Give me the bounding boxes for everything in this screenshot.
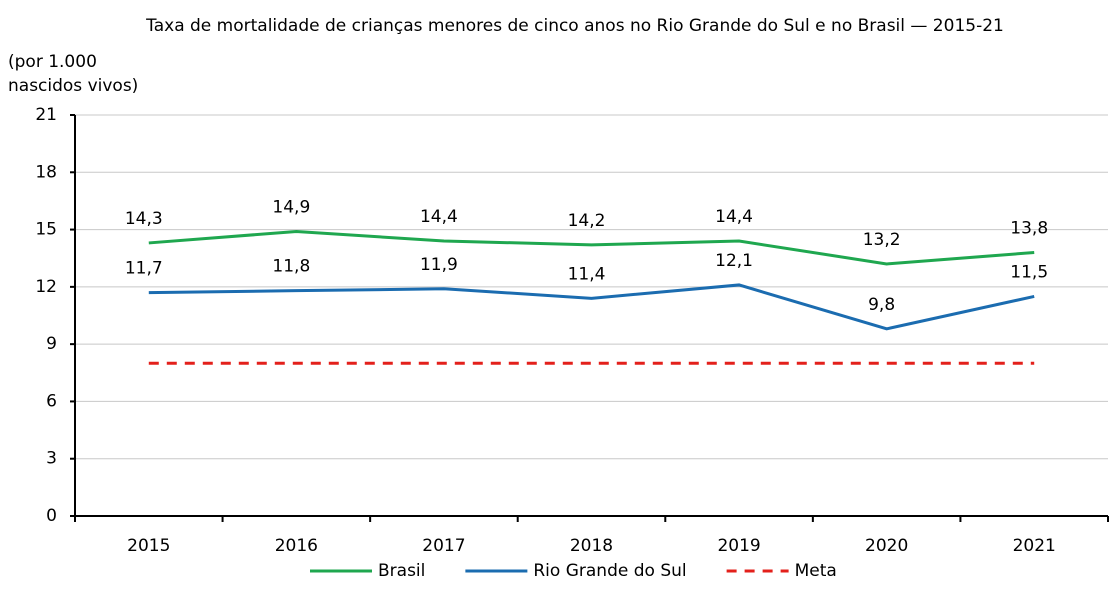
- y-tick-label: 6: [46, 391, 57, 411]
- data-label: 14,2: [568, 211, 606, 231]
- y-tick-label: 3: [46, 449, 57, 469]
- x-tick-label: 2017: [422, 536, 465, 556]
- y-tick-label: 18: [35, 162, 57, 182]
- data-label: 11,7: [125, 259, 163, 279]
- y-tick-label: 21: [35, 105, 57, 125]
- data-label: 14,3: [125, 209, 163, 229]
- data-label: 13,8: [1010, 218, 1048, 238]
- y-tick-label: 9: [46, 334, 57, 354]
- data-label: 11,9: [420, 255, 458, 275]
- x-tick-label: 2016: [275, 536, 318, 556]
- x-tick-label: 2020: [865, 536, 908, 556]
- data-label: 14,4: [715, 207, 753, 227]
- legend-label: Rio Grande do Sul: [533, 561, 686, 581]
- legend-label: Brasil: [378, 561, 425, 581]
- x-tick-label: 2015: [127, 536, 170, 556]
- legend-label: Meta: [795, 561, 837, 581]
- x-tick-label: 2018: [570, 536, 613, 556]
- data-label: 12,1: [715, 251, 753, 271]
- y-tick-label: 15: [35, 220, 57, 240]
- chart-title: Taxa de mortalidade de crianças menores …: [145, 16, 1004, 36]
- series-line: [148, 229, 1035, 266]
- data-label: 11,5: [1010, 262, 1048, 282]
- data-label: 11,8: [272, 257, 310, 277]
- data-label: 14,9: [272, 197, 310, 217]
- y-tick-label: 12: [35, 277, 57, 297]
- x-tick-label: 2021: [1013, 536, 1056, 556]
- data-label: 11,4: [568, 264, 606, 284]
- y-tick-label: 0: [46, 506, 57, 526]
- y-axis-label: (por 1.000 nascidos vivos): [8, 52, 139, 96]
- data-label: 9,8: [868, 295, 895, 315]
- x-tick-label: 2019: [717, 536, 760, 556]
- data-label: 13,2: [863, 230, 901, 250]
- data-label: 14,4: [420, 207, 458, 227]
- series-line: [148, 283, 1035, 331]
